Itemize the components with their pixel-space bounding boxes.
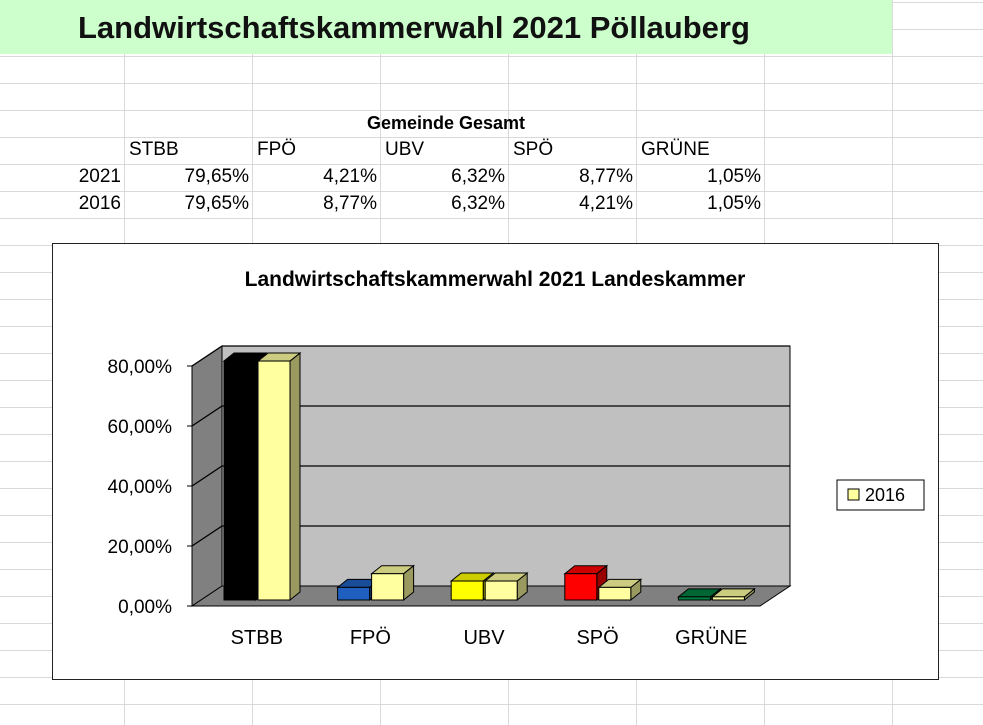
table-cell: 1,05% bbox=[707, 166, 761, 187]
category-label: UBV bbox=[463, 627, 505, 649]
table-cell: 8,77% bbox=[579, 166, 633, 187]
gridline-side bbox=[191, 465, 223, 487]
chart-object[interactable]: Landwirtschaftskammerwahl 2021 Landeskam… bbox=[52, 243, 939, 680]
y-tick-label: 20,00% bbox=[108, 537, 173, 558]
table-cell: 6,32% bbox=[451, 193, 505, 214]
category-label: GRÜNE bbox=[675, 627, 747, 649]
gridline-side bbox=[191, 345, 223, 367]
table-cell: 79,65% bbox=[184, 193, 249, 214]
y-tick-label: 40,00% bbox=[108, 477, 173, 498]
table-cell: 1,05% bbox=[707, 193, 761, 214]
gridline-side bbox=[191, 525, 223, 547]
bar-2016 bbox=[370, 564, 416, 602]
table-cell: 79,65% bbox=[184, 166, 249, 187]
bar-2016 bbox=[710, 587, 756, 602]
column-header-grune: GRÜNE bbox=[641, 139, 710, 160]
column-header-stbb: STBB bbox=[129, 139, 179, 160]
category-label: STBB bbox=[231, 627, 283, 649]
y-tick-label: 60,00% bbox=[108, 417, 173, 438]
y-tick-label: 80,00% bbox=[108, 357, 173, 378]
column-header-fpo: FPÖ bbox=[257, 139, 297, 160]
table-cell: 4,21% bbox=[579, 193, 633, 214]
column-header-ubv: UBV bbox=[385, 139, 425, 160]
title-band bbox=[0, 0, 892, 54]
column-chart-3d: Landwirtschaftskammerwahl 2021 Landeskam… bbox=[108, 268, 925, 649]
table-heading: Gemeinde Gesamt bbox=[366, 113, 526, 133]
bar-2016 bbox=[597, 578, 643, 602]
chart-title: Landwirtschaftskammerwahl 2021 Landeskam… bbox=[245, 268, 746, 291]
legend-label: 2016 bbox=[865, 485, 905, 505]
page-title: Landwirtschaftskammerwahl 2021 Pöllauber… bbox=[78, 10, 750, 45]
gridline-side bbox=[191, 405, 223, 427]
table-cell: 8,77% bbox=[323, 193, 377, 214]
row-year-2016: 2016 bbox=[78, 193, 121, 214]
table-cell: 4,21% bbox=[323, 166, 377, 187]
y-tick-label: 0,00% bbox=[118, 597, 172, 618]
column-header-spo: SPÖ bbox=[513, 139, 554, 160]
bar-2021 bbox=[336, 578, 382, 602]
legend-swatch bbox=[847, 488, 860, 501]
row-year-2021: 2021 bbox=[78, 166, 121, 187]
bar-2016 bbox=[483, 571, 529, 602]
table-cell: 6,32% bbox=[451, 166, 505, 187]
bar-2016 bbox=[256, 352, 302, 602]
category-label: SPÖ bbox=[576, 627, 618, 649]
category-label: FPÖ bbox=[350, 627, 391, 649]
